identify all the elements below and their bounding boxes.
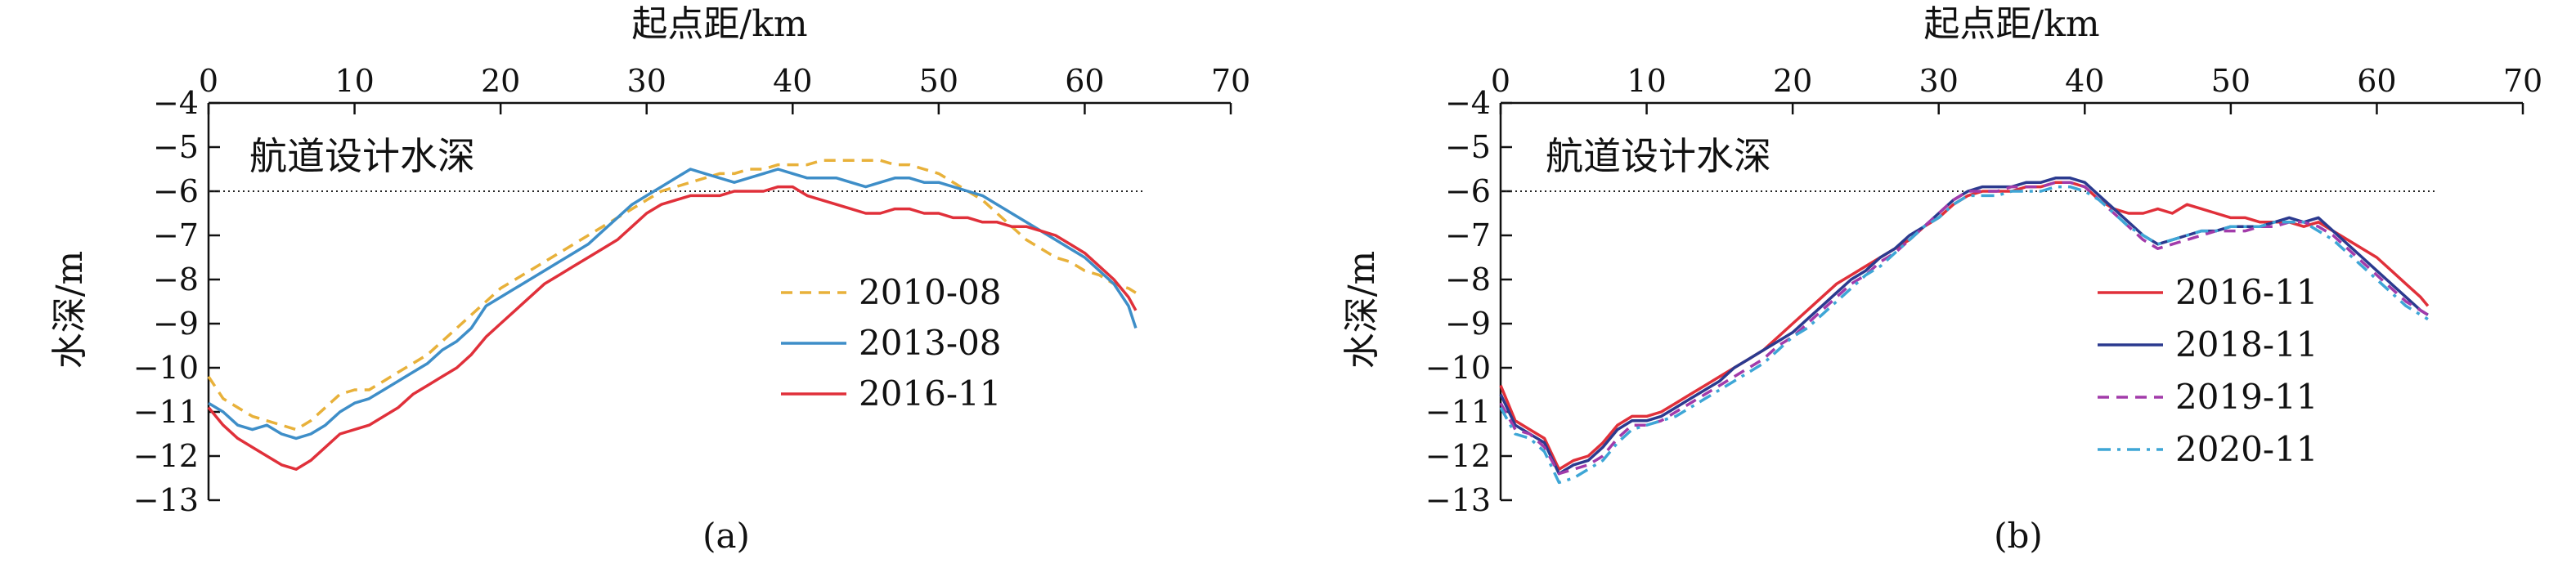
chart-1-x-tick-label-4: 40 <box>2065 63 2104 99</box>
chart-1-series-line-1 <box>1499 177 2429 476</box>
chart-1-y-tick-label-3: −7 <box>1445 217 1491 253</box>
chart-1-x-tick-label-7: 70 <box>2503 63 2542 99</box>
chart-0-x-tick-label-5: 50 <box>919 63 958 99</box>
chart-1-x-tick-label-6: 60 <box>2357 63 2396 99</box>
chart-0-x-tick-label-4: 40 <box>773 63 812 99</box>
chart-1-legend-label-3: 2020-11 <box>2175 429 2318 469</box>
chart-1-y-tick-label-0: −4 <box>1445 85 1491 121</box>
chart-0-y-tick-label-1: −5 <box>153 129 199 165</box>
chart-0-y-tick-label-9: −13 <box>133 482 199 518</box>
chart-1-y-tick-label-7: −11 <box>1425 394 1491 430</box>
chart-0-y-tick-label-5: −9 <box>153 306 199 342</box>
chart-0-x-tick-label-6: 60 <box>1065 63 1104 99</box>
chart-1-y-tick-label-6: −10 <box>1425 350 1491 386</box>
chart-1-y-tick-label-5: −9 <box>1445 306 1491 342</box>
chart-0-series-line-0 <box>207 159 1137 432</box>
chart-1-x-tick-label-2: 20 <box>1773 63 1812 99</box>
chart-0-y-axis-title: 水深/m <box>49 251 91 369</box>
chart-1-y-tick-label-4: −8 <box>1445 262 1491 297</box>
chart-0-x-tick-label-7: 70 <box>1211 63 1250 99</box>
chart-1-y-tick-label-8: −12 <box>1425 438 1491 474</box>
chart-0-series-line-1 <box>208 168 1138 441</box>
chart-1-legend-label-1: 2018-11 <box>2175 324 2318 365</box>
chart-1-panel-label: (b) <box>1994 516 2043 556</box>
chart-0-x-axis-title: 起点距/km <box>631 3 807 45</box>
chart-1-y-axis-title: 水深/m <box>1341 251 1383 369</box>
chart-1-y-tick-label-2: −6 <box>1445 173 1491 209</box>
chart-1-x-tick-label-3: 30 <box>1919 63 1959 99</box>
chart-0-series-line-2 <box>207 185 1138 471</box>
chart-1-legend-label-2: 2019-11 <box>2175 377 2318 417</box>
chart-1-x-tick-label-1: 10 <box>1627 63 1666 99</box>
chart-1-legend-label-0: 2016-11 <box>2175 272 2318 312</box>
chart-0-y-tick-label-6: −10 <box>133 350 199 386</box>
chart-0-x-tick-label-0: 0 <box>199 63 218 99</box>
chart-1-y-tick-label-9: −13 <box>1425 482 1491 518</box>
chart-1-reference-line-label: 航道设计水深 <box>1546 134 1771 178</box>
chart-0-legend-label-2: 2016-11 <box>859 373 1002 414</box>
chart-0-x-tick-label-1: 10 <box>334 63 374 99</box>
chart-0-panel-label: (a) <box>702 516 750 556</box>
chart-0-reference-line-label: 航道设计水深 <box>249 134 475 178</box>
chart-1-x-axis-title: 起点距/km <box>1923 3 2099 45</box>
chart-panel-b: 0 10 20 30 40 50 60 70 −4 −5 −6 −7 −8 −9 −10 −11 −12 −13 起… <box>1341 3 2542 556</box>
chart-1-x-tick-label-0: 0 <box>1491 63 1510 99</box>
chart-0-y-tick-label-4: −8 <box>153 262 199 297</box>
chart-0-y-tick-label-0: −4 <box>153 85 199 121</box>
chart-1-x-tick-label-5: 50 <box>2211 63 2251 99</box>
chart-0-x-tick-label-3: 30 <box>627 63 666 99</box>
chart-0-legend-label-1: 2013-08 <box>859 323 1002 363</box>
chart-panel-a: 0 10 20 30 40 50 60 70 −4 −5 −6 −7 −8 −9 −10 −11 −12 −13 起… <box>49 3 1250 556</box>
chart-0-legend-label-0: 2010-08 <box>859 272 1002 312</box>
chart-1-y-tick-label-1: −5 <box>1445 129 1491 165</box>
chart-0-y-tick-label-2: −6 <box>153 173 199 209</box>
chart-0-x-tick-label-2: 20 <box>481 63 520 99</box>
chart-0-y-tick-label-7: −11 <box>133 394 199 430</box>
chart-1-series-line-3 <box>1499 185 2429 485</box>
chart-0-y-tick-label-3: −7 <box>153 217 199 253</box>
chart-0-y-tick-label-8: −12 <box>133 438 199 474</box>
